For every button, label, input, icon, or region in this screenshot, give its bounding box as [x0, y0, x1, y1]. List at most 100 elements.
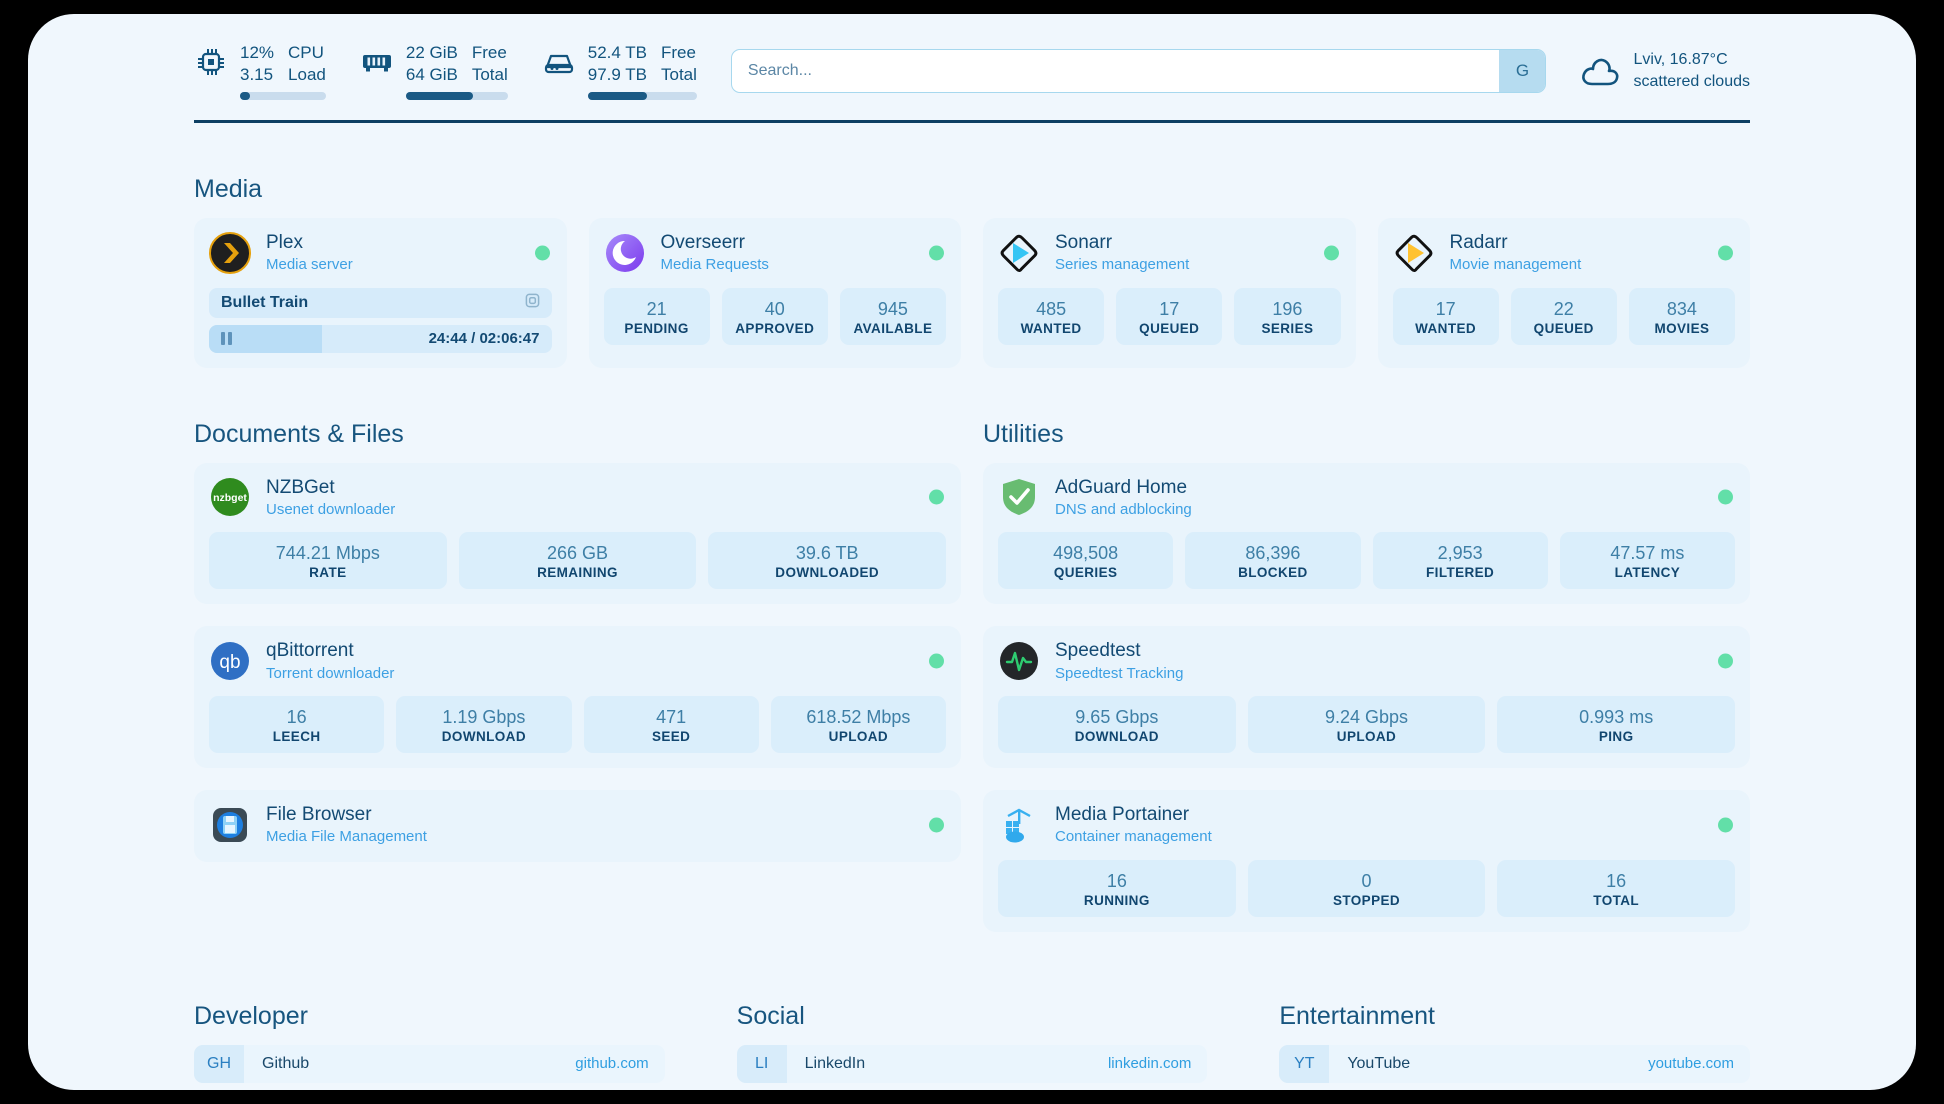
overseerr-icon [604, 232, 646, 274]
service-card[interactable]: Overseerr Media Requests 21 PENDING 40 A… [588, 218, 961, 368]
service-card[interactable]: nzbget NZBGet Usenet downloader 744.21 M… [194, 462, 961, 605]
bookmark-url: youtube.com [1648, 1055, 1734, 1073]
service-stat-label: PENDING [624, 320, 689, 336]
status-indicator-dot [929, 817, 944, 833]
bookmark-name: Github [262, 1054, 310, 1072]
service-subtitle: Usenet downloader [266, 500, 396, 518]
service-stat-box: 17 QUEUED [1116, 287, 1223, 345]
service-stat-box: 22 QUEUED [1510, 287, 1617, 345]
bookmark-item[interactable]: LI LinkedIn linkedin.com [736, 1044, 1208, 1083]
search-input[interactable] [731, 50, 1500, 92]
bookmark-name: YouTube [1347, 1054, 1411, 1072]
cast-icon[interactable] [525, 293, 540, 313]
section-title-utilities: Utilities [983, 419, 1064, 448]
service-subtitle: Media Requests [660, 256, 769, 274]
service-stat-box: 485 WANTED [998, 287, 1105, 345]
service-card-header: nzbget NZBGet Usenet downloader [209, 476, 946, 520]
status-indicator-dot [1718, 489, 1733, 505]
service-stat-box: 196 SERIES [1234, 287, 1341, 345]
service-card-titles: Media Portainer Container management [1055, 803, 1212, 847]
service-name: qBittorrent [266, 640, 354, 662]
service-stat-box: 945 AVAILABLE [839, 287, 947, 345]
service-stat-box: 21 PENDING [603, 287, 710, 345]
service-stat-box: 16 RUNNING [998, 859, 1236, 917]
system-stat-cpu: 12% 3.15 CPU Load [194, 42, 326, 100]
system-stat-disk: 52.4 TB 97.9 TB Free Total [542, 42, 697, 100]
stat-value-secondary: 97.9 TB [587, 64, 647, 84]
service-stat-value: 196 [1272, 298, 1303, 319]
search-area: G [697, 49, 1581, 93]
stat-label-secondary: Total [661, 64, 697, 84]
bookmark-name: LinkedIn [804, 1054, 866, 1072]
header-bar: 12% 3.15 CPU Load 22 GiB 64 GiB [194, 14, 1750, 106]
service-subtitle: Movie management [1449, 256, 1582, 274]
bookmark-group-title: Developer [194, 1001, 308, 1030]
service-stat-label: REMAINING [537, 565, 618, 581]
stat-progress-track [240, 91, 326, 100]
service-stats-row: 17 WANTED 22 QUEUED 834 MOVIES [1392, 287, 1736, 345]
service-card[interactable]: Radarr Movie management 17 WANTED 22 QUE… [1377, 218, 1750, 368]
service-card-titles: File Browser Media File Management [266, 803, 427, 847]
status-indicator-dot [1718, 817, 1733, 833]
service-card[interactable]: Plex Media server Bullet Train 24:44 / 02… [194, 218, 567, 368]
bookmark-group-title: Entertainment [1279, 1001, 1435, 1030]
service-card-header: Speedtest Speedtest Tracking [998, 639, 1735, 683]
bookmarks-grid: Developer GH Github github.com SO StackO… [194, 1002, 1750, 1090]
stat-label-primary: CPU [288, 43, 324, 63]
service-stat-value: 17 [1435, 298, 1456, 319]
section-title-documents: Documents & Files [194, 419, 404, 448]
service-stat-value: 2,953 [1437, 543, 1483, 563]
header-divider [194, 120, 1750, 123]
service-card[interactable]: Speedtest Speedtest Tracking 9.65 Gbps D… [983, 626, 1750, 769]
service-stat-label: STOPPED [1332, 892, 1401, 908]
service-stat-label: PING [1598, 729, 1634, 745]
service-card-header: Overseerr Media Requests [604, 231, 947, 275]
service-stat-label: WANTED [1415, 320, 1477, 336]
service-stat-value: 945 [877, 298, 908, 319]
service-stat-label: MOVIES [1654, 320, 1710, 336]
mid-grid: nzbget NZBGet Usenet downloader 744.21 M… [194, 462, 1750, 932]
status-indicator-dot [1323, 245, 1339, 261]
bookmark-item[interactable]: YT YouTube youtube.com [1279, 1044, 1750, 1083]
stat-value-primary: 22 GiB [405, 43, 458, 63]
bookmark-list: GH Github github.com SO StackOverflow st… [194, 1044, 665, 1090]
service-card[interactable]: AdGuard Home DNS and adblocking 498,508 … [983, 462, 1750, 605]
service-subtitle: Media server [266, 256, 353, 274]
service-stats-row: 21 PENDING 40 APPROVED 945 AVAILABLE [603, 287, 947, 345]
stat-label-secondary: Total [471, 64, 508, 84]
search-box[interactable]: G [730, 49, 1547, 93]
service-card-header: Sonarr Series management [998, 231, 1341, 275]
service-card[interactable]: Media Portainer Container management 16 … [983, 790, 1750, 932]
service-card-titles: NZBGet Usenet downloader [266, 476, 395, 520]
service-stat-value: 471 [656, 706, 687, 727]
service-subtitle: Series management [1055, 256, 1190, 274]
now-playing-progress-bar[interactable]: 24:44 / 02:06:47 [209, 324, 552, 353]
weather-location-temp: Lviv, 16.87°C [1633, 51, 1728, 69]
service-stat-label: BLOCKED [1238, 565, 1308, 581]
service-stat-value: 498,508 [1053, 543, 1119, 563]
documents-column: nzbget NZBGet Usenet downloader 744.21 M… [194, 462, 961, 932]
service-stats-row: 16 RUNNING 0 STOPPED 16 TOTAL [998, 859, 1736, 917]
service-stat-value: 22 [1553, 298, 1574, 319]
service-card[interactable]: qb qBittorrent Torrent downloader 16 LEE… [194, 626, 961, 769]
service-stat-box: 0.993 ms PING [1497, 695, 1736, 754]
service-subtitle: DNS and adblocking [1055, 500, 1192, 518]
bookmark-item[interactable]: GH Github github.com [194, 1044, 665, 1083]
stat-value-secondary: 3.15 [240, 64, 274, 84]
stat-label-secondary: Load [288, 64, 326, 84]
memory-icon [360, 42, 394, 82]
service-stat-box: 9.24 Gbps UPLOAD [1247, 695, 1486, 754]
service-stat-value: 21 [646, 298, 667, 319]
search-engine-button[interactable]: G [1499, 50, 1546, 92]
service-name: Overseerr [660, 232, 745, 253]
service-subtitle: Speedtest Tracking [1055, 664, 1184, 682]
bookmark-list: LI LinkedIn linkedin.com TW Twitter twit… [736, 1044, 1208, 1090]
service-card[interactable]: File Browser Media File Management [194, 790, 961, 862]
pause-icon[interactable] [221, 332, 232, 345]
service-name: Sonarr [1055, 232, 1113, 253]
media-card-grid: Plex Media server Bullet Train 24:44 / 02… [194, 218, 1750, 368]
service-card[interactable]: Sonarr Series management 485 WANTED 17 Q… [983, 218, 1356, 368]
service-stat-label: LEECH [272, 729, 321, 745]
service-name: Media Portainer [1055, 804, 1190, 826]
filebrowser-icon [209, 804, 251, 846]
